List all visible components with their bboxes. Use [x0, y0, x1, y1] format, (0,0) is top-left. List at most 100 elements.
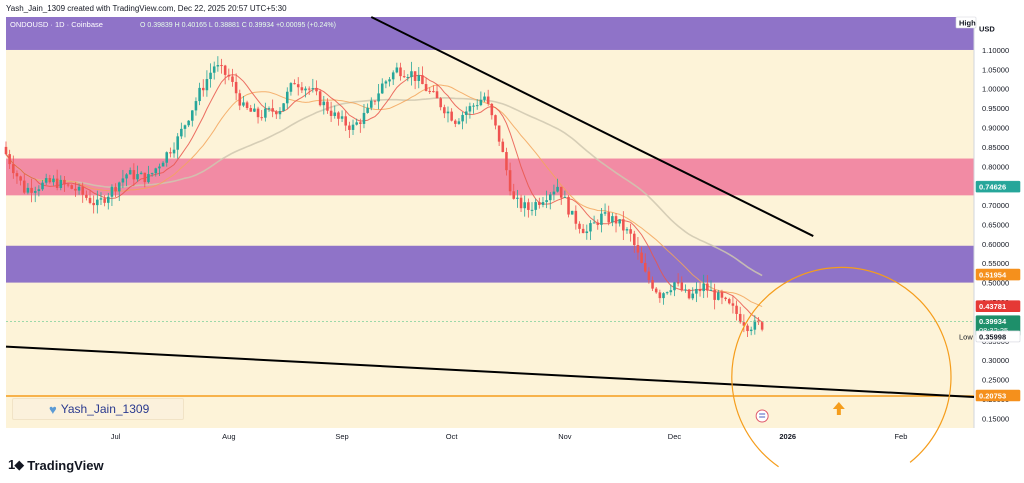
ohlc-readout: O 0.39839 H 0.40165 L 0.38881 C 0.39934 … [140, 22, 336, 29]
candle-body [52, 178, 55, 183]
candle-body [315, 88, 318, 92]
candle-body [256, 108, 260, 118]
candle-body [30, 187, 33, 193]
candle-body [567, 196, 570, 215]
candle-body [136, 174, 139, 180]
candle-body [472, 105, 475, 107]
x-tick-label: 2026 [779, 432, 796, 441]
price-tag-bg [975, 330, 1021, 343]
candle-body [428, 90, 432, 92]
candle-body [717, 292, 720, 300]
candle-body [658, 292, 662, 299]
candle-body [596, 222, 600, 225]
candle-body [742, 322, 746, 326]
candle-body [311, 88, 315, 90]
candle-body [125, 174, 128, 179]
candle-body [187, 120, 190, 126]
candle-body [691, 293, 695, 299]
candle-body [399, 67, 402, 77]
candle-body [176, 136, 179, 150]
candle-body [216, 65, 220, 67]
y-tick-label: 0.90000 [982, 124, 1009, 133]
candle-body [527, 202, 530, 210]
candle-body [99, 198, 103, 200]
zone-top-supply [6, 17, 974, 50]
candle-body [329, 110, 333, 116]
candle-body [523, 202, 526, 209]
candle-body [384, 81, 388, 84]
y-tick-label: 1.05000 [982, 65, 1009, 74]
candle-body [636, 245, 640, 253]
candle-body [559, 186, 563, 198]
candle-body [198, 87, 201, 102]
candle-body [684, 289, 687, 291]
candle-body [66, 184, 70, 186]
candle-body [629, 229, 632, 234]
candle-body [81, 186, 84, 195]
candle-body [611, 216, 614, 223]
candle-body [74, 188, 77, 191]
candle-body [223, 65, 227, 75]
candle-body [406, 77, 410, 79]
heart-icon: ♥ [49, 401, 57, 417]
candle-body [227, 74, 231, 77]
candle-body [85, 194, 88, 198]
candle-body [454, 120, 457, 124]
candle-body [760, 322, 764, 330]
y-tick-label: 0.50000 [982, 279, 1009, 288]
candle-body [464, 111, 468, 115]
price-tag-label: 0.74626 [979, 183, 1006, 192]
candle-body [410, 71, 413, 78]
y-tick-label: 0.95000 [982, 104, 1009, 113]
candle-body [490, 103, 494, 116]
brand-name: TradingView [27, 457, 104, 473]
candle-body [249, 107, 253, 112]
candle-body [26, 187, 30, 193]
candle-body [355, 122, 358, 125]
price-tag-green: 0.74626 [975, 180, 1021, 193]
candle-body [592, 222, 596, 224]
candle-body [205, 79, 209, 91]
candle-body [77, 186, 81, 191]
candle-body [161, 162, 165, 167]
candle-body [421, 75, 424, 85]
candle-body [201, 87, 205, 91]
price-tag-orange: 0.20753 [975, 389, 1021, 402]
candle-body [110, 186, 114, 197]
candle-body [548, 194, 552, 201]
tradingview-brand[interactable]: 1◆ TradingView [8, 457, 104, 473]
candle-body [417, 75, 421, 81]
candle-body [128, 170, 132, 175]
candle-body [8, 154, 11, 165]
candle-body [724, 297, 727, 300]
price-tag-bg [955, 16, 977, 29]
candle-body [172, 149, 176, 154]
candle-body [282, 103, 285, 112]
candle-body [468, 106, 472, 112]
candle-body [296, 84, 300, 88]
event-flag-icon [755, 409, 769, 423]
symbol-label: ONDOUSD · 1D · Coinbase [10, 20, 103, 29]
candle-body [275, 111, 278, 115]
candle-body [289, 83, 293, 92]
candle-body [388, 79, 391, 82]
y-tick-label: 1.00000 [982, 85, 1009, 94]
candle-body [304, 88, 307, 91]
candle-body [139, 172, 143, 175]
candle-body [307, 88, 311, 90]
candle-body [746, 325, 749, 332]
candle-body [669, 290, 673, 293]
candle-body [267, 108, 271, 110]
candle-body [475, 105, 479, 107]
zone-pink-resistance [6, 158, 974, 196]
candle-body [443, 107, 446, 114]
y-tick-label: 0.55000 [982, 259, 1009, 268]
candle-body [169, 152, 172, 154]
price-tag-label: 0.51954 [979, 271, 1007, 280]
price-tag-label: 0.39934 [979, 317, 1007, 326]
target-circle [731, 266, 952, 468]
candle-body [37, 189, 41, 192]
candle-body [505, 152, 508, 171]
candle-body [245, 102, 249, 108]
